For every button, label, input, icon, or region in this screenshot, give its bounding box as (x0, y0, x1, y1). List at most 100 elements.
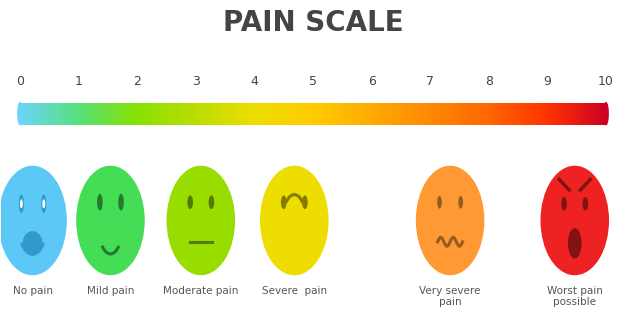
Polygon shape (389, 103, 392, 125)
Polygon shape (530, 103, 533, 125)
Text: 1: 1 (74, 74, 83, 88)
Ellipse shape (437, 196, 442, 208)
Polygon shape (348, 103, 351, 125)
Polygon shape (582, 103, 585, 125)
Polygon shape (210, 103, 213, 125)
Polygon shape (217, 103, 219, 125)
Polygon shape (228, 103, 231, 125)
Polygon shape (374, 103, 377, 125)
Polygon shape (269, 103, 272, 125)
Polygon shape (167, 103, 170, 125)
Polygon shape (263, 103, 266, 125)
Polygon shape (503, 103, 506, 125)
Polygon shape (257, 103, 260, 125)
Polygon shape (128, 103, 131, 125)
Polygon shape (506, 103, 510, 125)
Polygon shape (439, 103, 442, 125)
Polygon shape (500, 103, 503, 125)
Polygon shape (474, 103, 477, 125)
Polygon shape (381, 103, 383, 125)
Text: 10: 10 (598, 74, 614, 88)
Polygon shape (521, 103, 524, 125)
Polygon shape (93, 103, 96, 125)
Polygon shape (401, 103, 404, 125)
Polygon shape (237, 103, 240, 125)
Polygon shape (471, 103, 474, 125)
Polygon shape (149, 103, 152, 125)
Polygon shape (32, 103, 34, 125)
Polygon shape (486, 103, 489, 125)
Polygon shape (53, 103, 55, 125)
Polygon shape (301, 103, 304, 125)
Text: 7: 7 (426, 74, 434, 88)
Polygon shape (416, 103, 418, 125)
Polygon shape (146, 103, 149, 125)
Polygon shape (322, 103, 325, 125)
Polygon shape (325, 103, 327, 125)
Circle shape (21, 200, 22, 208)
Polygon shape (592, 103, 594, 125)
Polygon shape (170, 103, 172, 125)
Polygon shape (90, 103, 93, 125)
Polygon shape (541, 103, 545, 125)
Polygon shape (234, 103, 237, 125)
Polygon shape (64, 103, 67, 125)
Text: 9: 9 (543, 74, 552, 88)
Polygon shape (313, 103, 316, 125)
Polygon shape (55, 103, 58, 125)
Polygon shape (571, 103, 573, 125)
Polygon shape (49, 103, 53, 125)
Polygon shape (357, 103, 360, 125)
Polygon shape (436, 103, 439, 125)
Polygon shape (196, 103, 199, 125)
Polygon shape (585, 103, 588, 125)
Ellipse shape (0, 166, 67, 275)
Polygon shape (533, 103, 536, 125)
Polygon shape (498, 103, 500, 125)
Polygon shape (292, 103, 295, 125)
Ellipse shape (281, 195, 287, 209)
Polygon shape (108, 103, 111, 125)
Polygon shape (512, 103, 515, 125)
Polygon shape (245, 103, 249, 125)
Polygon shape (190, 103, 193, 125)
Polygon shape (547, 103, 550, 125)
Polygon shape (383, 103, 386, 125)
Ellipse shape (187, 195, 193, 209)
Text: PAIN SCALE: PAIN SCALE (223, 9, 403, 37)
Polygon shape (336, 103, 339, 125)
Polygon shape (116, 103, 120, 125)
Polygon shape (515, 103, 518, 125)
Polygon shape (96, 103, 99, 125)
Ellipse shape (118, 194, 124, 211)
Polygon shape (545, 103, 547, 125)
Polygon shape (307, 103, 310, 125)
Polygon shape (594, 103, 597, 125)
Polygon shape (327, 103, 331, 125)
Polygon shape (366, 103, 369, 125)
Polygon shape (254, 103, 257, 125)
Polygon shape (600, 103, 603, 125)
Polygon shape (518, 103, 521, 125)
Polygon shape (562, 103, 565, 125)
Polygon shape (559, 103, 562, 125)
Polygon shape (491, 103, 495, 125)
Polygon shape (413, 103, 416, 125)
Polygon shape (316, 103, 319, 125)
Polygon shape (114, 103, 116, 125)
Text: No pain: No pain (13, 286, 53, 296)
Polygon shape (445, 103, 448, 125)
Polygon shape (102, 103, 105, 125)
Polygon shape (58, 103, 61, 125)
Polygon shape (319, 103, 322, 125)
Polygon shape (281, 103, 284, 125)
Polygon shape (225, 103, 228, 125)
Polygon shape (372, 103, 374, 125)
Polygon shape (597, 103, 600, 125)
Polygon shape (456, 103, 459, 125)
Polygon shape (38, 103, 41, 125)
Polygon shape (299, 103, 301, 125)
Polygon shape (489, 103, 491, 125)
Polygon shape (126, 103, 128, 125)
Text: 2: 2 (133, 74, 141, 88)
